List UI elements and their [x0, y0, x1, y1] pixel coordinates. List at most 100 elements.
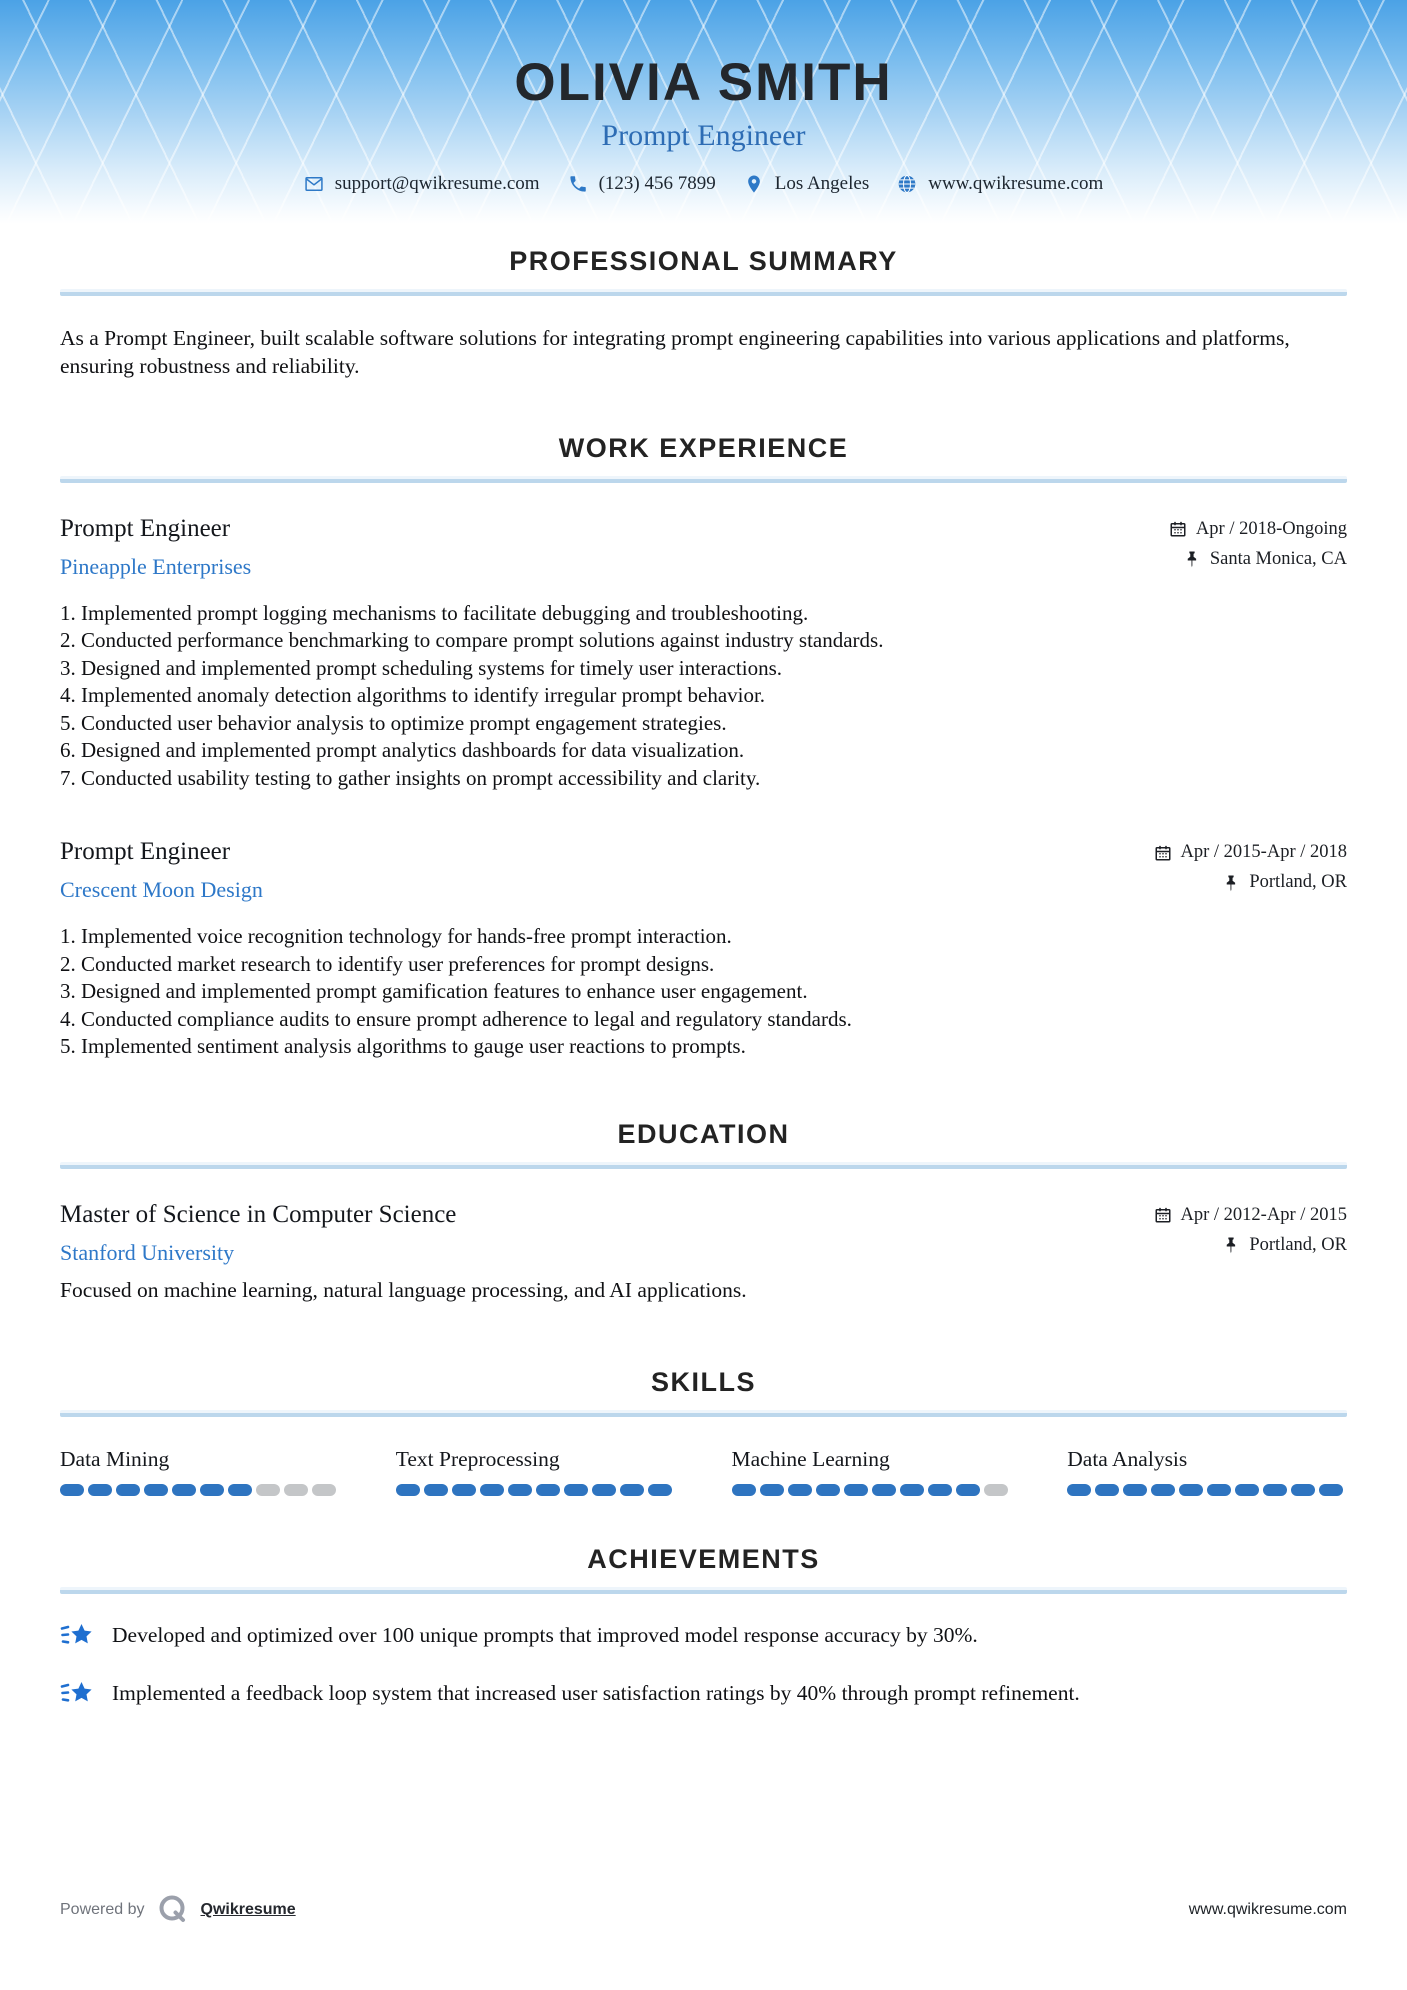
person-name: OLIVIA SMITH [514, 53, 893, 112]
bullet-item: Conducted usability testing to gather in… [81, 765, 761, 790]
contact-email-text: support@qwikresume.com [334, 173, 540, 194]
skill-label: Machine Learning [731, 1446, 890, 1471]
achievement-text: Implemented a feedback loop system that … [112, 1681, 1080, 1706]
pushpin-icon [1227, 875, 1236, 891]
skill-segment [759, 1483, 784, 1496]
skill-segment [1291, 1483, 1316, 1496]
footer-website[interactable]: www.qwikresume.com [1188, 1901, 1347, 1918]
skill-label: Data Analysis [1067, 1446, 1188, 1471]
skill: Data Mining [60, 1447, 340, 1496]
map-pin-icon [747, 175, 760, 193]
skill-segment [451, 1483, 476, 1496]
skill-level-bar [395, 1483, 676, 1496]
bullet-item: Implemented voice recognition technology… [81, 924, 732, 949]
skill-segment [507, 1483, 532, 1496]
skills-divider [60, 1409, 1347, 1417]
skill-segment [1235, 1483, 1260, 1496]
powered-by-label: Powered by [60, 1901, 145, 1918]
contact-email[interactable]: support@qwikresume.com [304, 173, 540, 195]
achievement-row: Developed and optimized over 100 unique … [60, 1620, 1347, 1652]
contact-phone: (123) 456 7899 [568, 173, 716, 195]
education-heading: EDUCATION [617, 1118, 790, 1149]
skill-level-bar [1067, 1483, 1347, 1496]
skill-label: Text Preprocessing [395, 1446, 560, 1471]
summary-text: As a Prompt Engineer, built scalable sof… [60, 326, 1290, 379]
skill: Data Analysis [1067, 1447, 1347, 1496]
header-banner: OLIVIA SMITH Prompt Engineer support@qwi… [0, 0, 1407, 224]
bullet-item: Implemented prompt logging mechanisms to… [81, 600, 809, 625]
skill-segment [423, 1483, 448, 1496]
education-degree: Master of Science in Computer Science [60, 1200, 457, 1228]
contact-location-text: Los Angeles [774, 173, 870, 194]
contact-website-text: www.qwikresume.com [928, 173, 1104, 194]
skill-segment [899, 1483, 924, 1496]
shooting-star-icon [60, 1681, 92, 1702]
bullet-item: Designed and implemented prompt scheduli… [81, 655, 783, 680]
skill-segment [1067, 1483, 1092, 1496]
skill-segment [116, 1483, 140, 1496]
person-job-title: Prompt Engineer [601, 119, 806, 152]
bullet-item: Implemented sentiment analysis algorithm… [81, 1034, 746, 1059]
work-heading: WORK EXPERIENCE [558, 432, 849, 463]
achievements-divider [60, 1586, 1347, 1594]
skill-segment [731, 1483, 756, 1496]
skill-segment [1263, 1483, 1288, 1496]
contact-phone-text: (123) 456 7899 [598, 173, 716, 194]
skill-segment [787, 1483, 812, 1496]
summary-heading: PROFESSIONAL SUMMARY [509, 246, 898, 276]
bullet-item: Conducted market research to identify us… [81, 951, 715, 976]
globe-icon [898, 175, 916, 193]
skill-segment [591, 1483, 616, 1496]
pushpin-icon [1187, 551, 1196, 568]
bullet-item: Conducted performance benchmarking to co… [81, 628, 884, 653]
skill-segment [284, 1483, 308, 1496]
skill-segment [1207, 1483, 1232, 1496]
summary-divider [60, 289, 1347, 296]
skill-segment [395, 1483, 420, 1496]
skill-segment [172, 1483, 196, 1496]
education-description: Focused on machine learning, natural lan… [60, 1277, 747, 1302]
skill-segment [619, 1483, 644, 1496]
skill-segment [256, 1483, 280, 1496]
skill-segment [144, 1483, 168, 1496]
qwikresume-link[interactable]: Qwikresume [200, 1901, 296, 1918]
shooting-star-icon [60, 1623, 92, 1644]
achievements-heading: ACHIEVEMENTS [587, 1543, 820, 1574]
achievement-text: Developed and optimized over 100 unique … [112, 1623, 978, 1648]
skill-segment [1319, 1483, 1344, 1496]
education-dates: Apr / 2012-Apr / 2015 [1180, 1204, 1347, 1225]
skill-segment [1151, 1483, 1176, 1496]
skill-level-bar [731, 1483, 1012, 1496]
skill-segment [1123, 1483, 1148, 1496]
job-location: Santa Monica, CA [1209, 548, 1347, 569]
skill-segment [815, 1483, 840, 1496]
job-company: Crescent Moon Design [60, 877, 263, 903]
skill-segment [647, 1483, 672, 1496]
bullet-item: Designed and implemented prompt gamifica… [81, 979, 808, 1004]
skill-segment [871, 1483, 896, 1496]
contact-website[interactable]: www.qwikresume.com [897, 173, 1103, 195]
education-divider [60, 1161, 1347, 1169]
page-footer: Powered by Qwikresume www.qwikresume.com [60, 1892, 1347, 1928]
job-entry: Prompt Engineer Crescent Moon Design Apr… [60, 838, 1347, 1061]
skill: Text Preprocessing [395, 1446, 676, 1496]
skill-segment [1095, 1483, 1120, 1496]
skill-segment [955, 1483, 980, 1496]
job-dates: Apr / 2015-Apr / 2018 [1180, 842, 1347, 863]
skill-segment [228, 1483, 252, 1496]
bullet-item: Implemented anomaly detection algorithms… [81, 683, 766, 708]
education-location: Portland, OR [1249, 1234, 1347, 1255]
skill-segment [200, 1483, 224, 1496]
skill-segment [843, 1483, 868, 1496]
skill-segment [88, 1483, 112, 1496]
envelope-icon [305, 177, 323, 191]
skill-segment [312, 1483, 336, 1496]
calendar-icon [1155, 845, 1171, 861]
skills-grid: Data Mining Text Preprocessing Machine L… [60, 1447, 1347, 1496]
skill-level-bar [60, 1483, 340, 1496]
job-dates: Apr / 2018-Ongoing [1195, 518, 1347, 539]
work-divider [60, 475, 1347, 483]
skill-segment [60, 1483, 84, 1496]
qwikresume-q-logo [159, 1895, 185, 1922]
